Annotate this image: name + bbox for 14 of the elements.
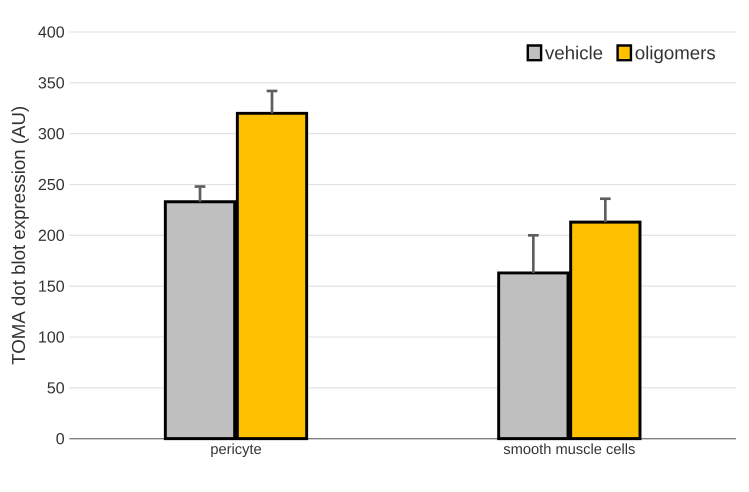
y-tick-label: 350 — [38, 77, 64, 88]
y-tick-label: 50 — [47, 382, 64, 394]
y-tick-label: 0 — [56, 432, 64, 444]
y-tick-label: 200 — [38, 230, 64, 241]
y-axis-title: TOMA dot blot expression (AU) — [11, 107, 29, 364]
x-tick-label: pericyte — [211, 443, 262, 458]
y-tick-label: 150 — [39, 280, 64, 292]
x-tick-label: smooth muscle cells — [504, 443, 635, 454]
legend-label: oligomers — [636, 46, 716, 64]
y-tick-label: 400 — [38, 26, 64, 38]
legend-label: vehicle — [545, 46, 602, 60]
y-tick-label: 300 — [38, 128, 64, 140]
y-tick-label: 250 — [38, 178, 64, 190]
y-tick-label: 100 — [39, 331, 64, 343]
